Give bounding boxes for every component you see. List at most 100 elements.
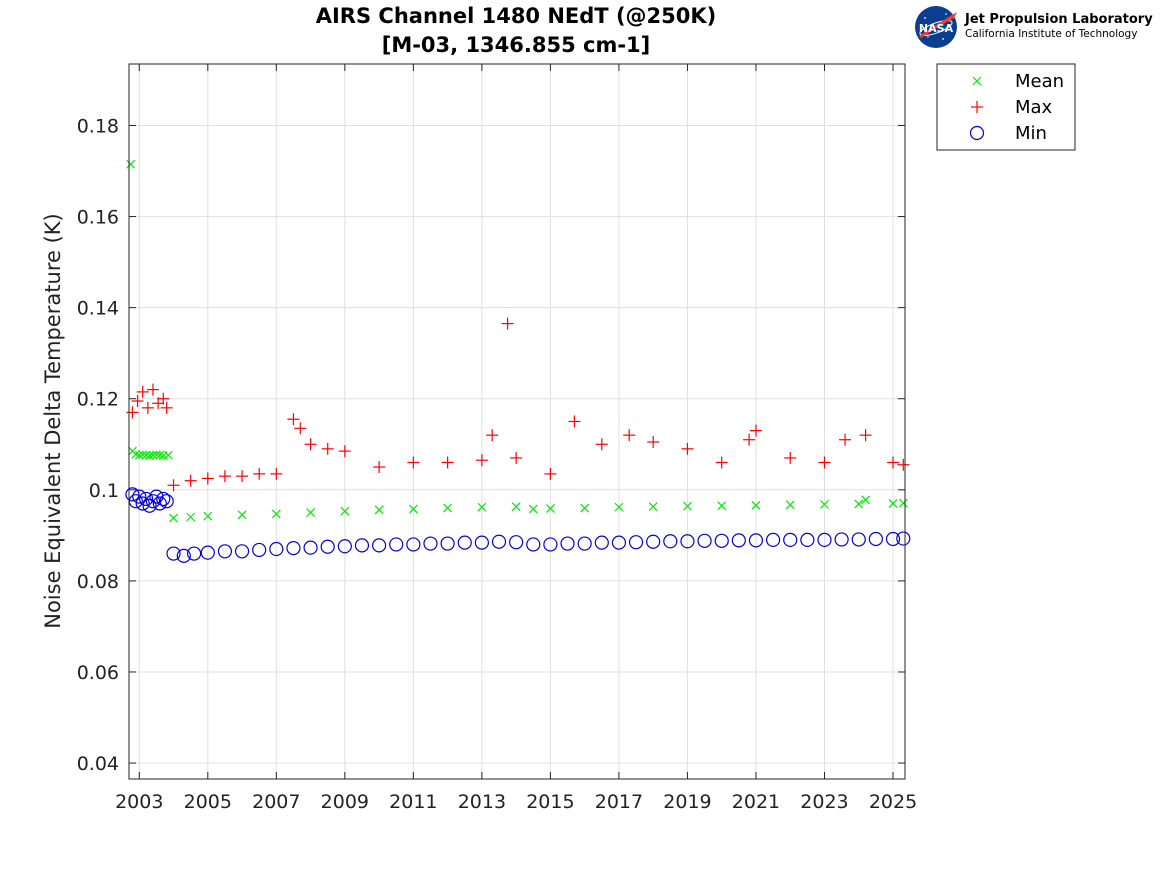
data-point-min <box>145 494 161 509</box>
data-point-max <box>201 472 214 485</box>
data-point-min <box>491 534 507 549</box>
data-point-max <box>818 456 831 469</box>
data-point-min <box>680 534 695 549</box>
legend-marker-max <box>971 101 983 113</box>
data-point-min <box>440 536 455 551</box>
data-point-mean <box>614 502 624 512</box>
data-point-min <box>543 537 558 552</box>
data-point-mean <box>306 508 316 518</box>
data-point-mean <box>271 509 281 519</box>
data-point-max <box>715 456 728 469</box>
grid-lines <box>129 64 905 779</box>
data-point-max <box>157 392 170 405</box>
data-point-min <box>125 487 140 502</box>
data-point-max <box>544 467 557 480</box>
data-point-max <box>373 461 386 474</box>
x-tick-label: 2005 <box>184 791 232 813</box>
data-point-min <box>135 496 150 511</box>
data-point-mean <box>717 501 727 511</box>
data-point-min <box>152 496 167 511</box>
data-point-min <box>783 532 798 548</box>
legend-marker-min <box>969 125 985 141</box>
data-point-mean <box>861 495 871 505</box>
data-point-max <box>441 456 454 469</box>
data-point-min <box>139 491 154 507</box>
y-tick-label: 0.18 <box>77 115 119 137</box>
data-point-min <box>896 531 911 546</box>
nasa-wordmark: NASA <box>919 22 954 35</box>
data-point-mean <box>888 499 898 508</box>
data-point-max <box>475 454 488 467</box>
data-point-mean <box>126 159 136 169</box>
x-tick-label: 2023 <box>800 791 848 813</box>
y-tick-label: 0.06 <box>77 662 119 684</box>
data-point-mean <box>898 498 908 508</box>
x-tick-label: 2017 <box>595 791 643 813</box>
data-point-mean <box>134 450 144 460</box>
data-point-min <box>200 545 215 560</box>
data-point-min <box>423 536 438 551</box>
data-point-min <box>851 532 866 547</box>
x-tick-label: 2019 <box>663 791 711 813</box>
data-point-max <box>749 424 762 437</box>
data-point-mean <box>477 502 487 512</box>
nasa-meatball-icon: NASA <box>915 6 957 48</box>
data-point-max <box>141 401 154 414</box>
data-point-max <box>510 451 523 464</box>
data-point-mean <box>155 450 165 460</box>
jpl-logo: NASA Jet Propulsion Laboratory Californi… <box>913 5 1153 49</box>
data-point-min <box>286 541 301 556</box>
data-point-min <box>577 536 592 551</box>
x-tick-label: 2015 <box>526 791 574 813</box>
x-tick-label: 2003 <box>115 791 163 813</box>
legend-marker-mean <box>972 76 982 86</box>
jpl-subtitle: California Institute of Technology <box>965 28 1138 40</box>
data-point-max <box>839 433 852 446</box>
data-point-max <box>126 406 139 419</box>
data-point-min <box>159 494 174 509</box>
series-mean <box>126 159 908 523</box>
series-max <box>126 317 910 492</box>
data-point-mean <box>148 450 158 460</box>
plot-border <box>128 63 906 780</box>
data-point-max <box>321 442 334 455</box>
jpl-name: Jet Propulsion Laboratory <box>965 12 1153 27</box>
data-point-mean <box>408 504 418 514</box>
data-point-min <box>406 537 421 552</box>
data-point-mean <box>511 502 521 512</box>
data-point-min <box>234 544 250 559</box>
data-point-max <box>681 442 694 455</box>
data-point-min <box>372 538 387 553</box>
data-point-mean <box>820 499 829 509</box>
data-point-mean <box>528 504 538 514</box>
data-point-max <box>647 435 660 448</box>
data-point-max <box>743 433 756 446</box>
data-point-min <box>731 533 746 548</box>
y-axis-label: Noise Equivalent Delta Temperature (K) <box>41 213 65 629</box>
data-point-min <box>217 544 233 559</box>
data-point-max <box>253 467 266 480</box>
data-point-max <box>294 422 307 435</box>
data-point-min <box>714 533 729 548</box>
x-tick-label: 2021 <box>732 791 780 813</box>
data-point-min <box>663 534 678 549</box>
data-marks <box>125 159 911 563</box>
data-point-min <box>269 541 284 557</box>
data-point-min <box>389 537 404 552</box>
data-point-max <box>160 401 173 414</box>
data-point-min <box>474 535 489 550</box>
legend: Mean Max Min <box>936 63 1076 151</box>
data-point-mean <box>580 503 590 513</box>
data-point-mean <box>648 502 658 512</box>
data-point-mean <box>237 510 247 520</box>
data-point-mean <box>186 512 196 522</box>
data-point-min <box>166 546 181 561</box>
y-tick-label: 0.08 <box>77 571 119 593</box>
data-point-min <box>748 533 764 548</box>
data-point-max <box>887 456 900 469</box>
data-point-mean <box>163 450 173 460</box>
data-point-min <box>765 532 781 548</box>
data-point-max <box>304 438 317 451</box>
y-tick-label: 0.1 <box>89 480 119 502</box>
